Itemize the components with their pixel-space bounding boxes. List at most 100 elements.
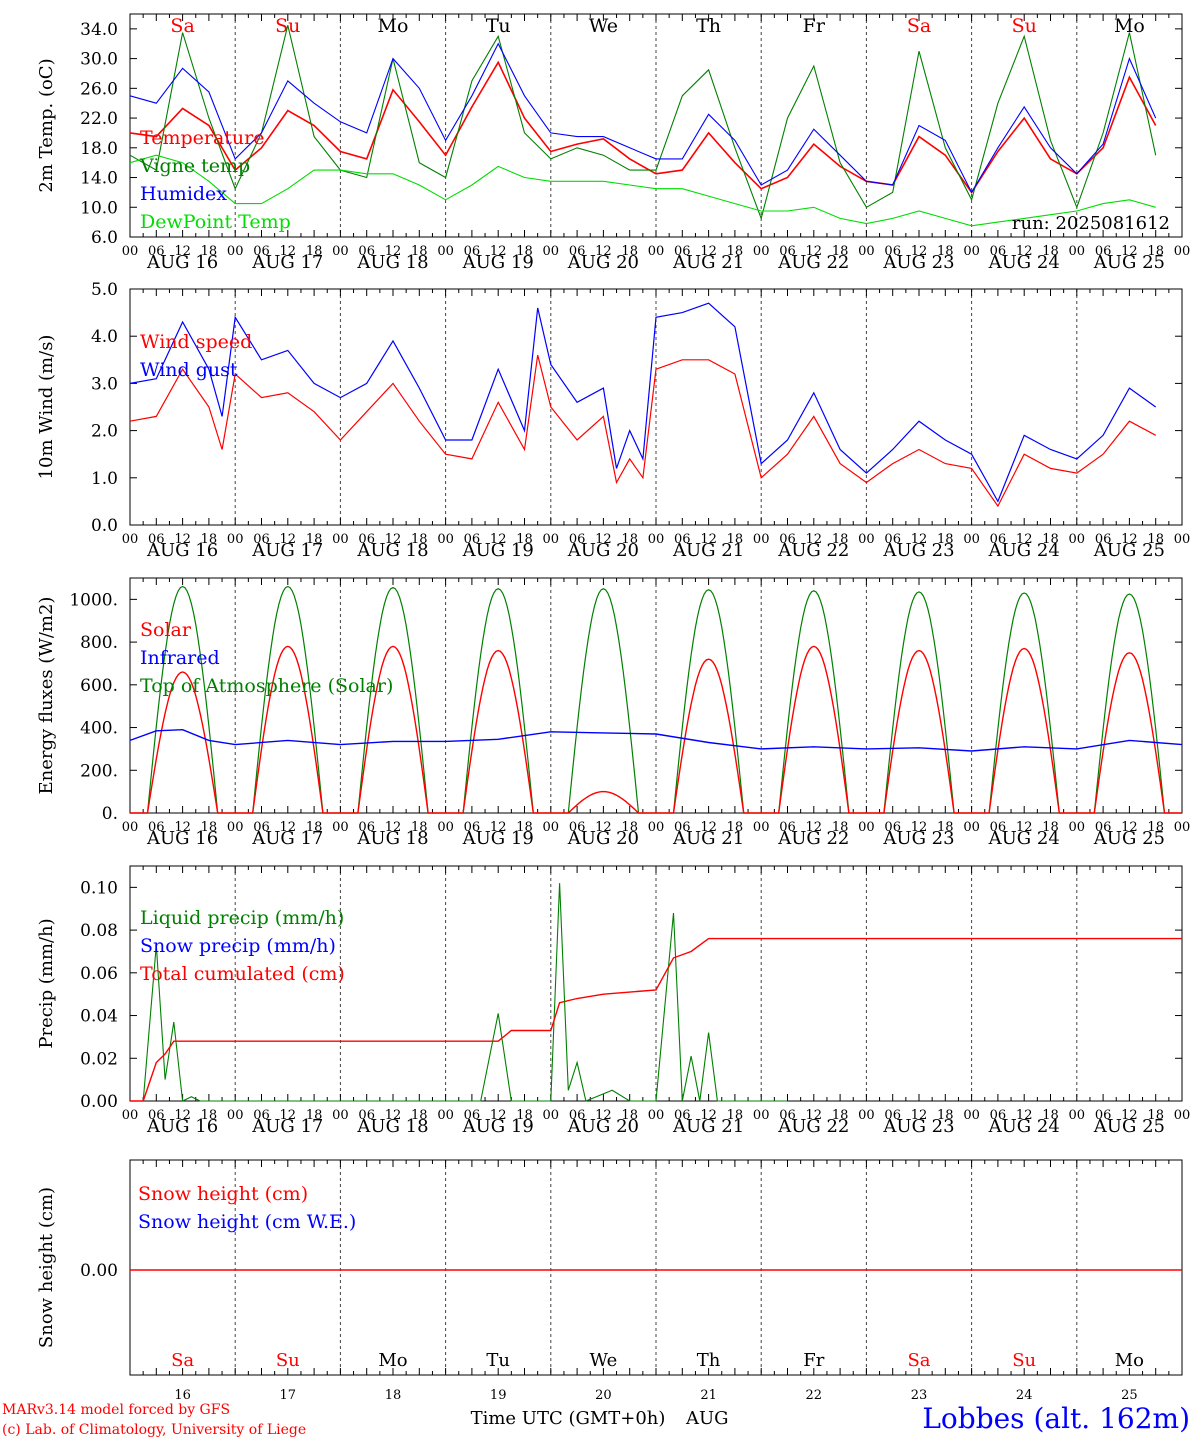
hour-label: 06 [464,1108,481,1123]
day-abbr: Su [1012,1350,1036,1371]
hour-label: 18 [201,244,218,259]
hour-label: 12 [806,1108,823,1123]
y-tick-label: 400. [80,719,118,739]
hour-label: 06 [148,244,165,259]
hour-label: 00 [437,820,454,835]
hour-label: 12 [385,244,402,259]
hour-label: 18 [1147,1108,1164,1123]
y-axis-label: 10m Wind (m/s) [36,335,57,480]
hour-label: 06 [464,532,481,547]
y-tick-label: 0.0 [91,516,118,536]
hour-label: 12 [595,1108,612,1123]
hour-label: 12 [700,1108,717,1123]
date-label: AUG 23 [882,1116,954,1137]
hour-label: 00 [227,532,244,547]
hour-label: 12 [1121,820,1138,835]
hour-label: 18 [411,1108,428,1123]
y-tick-label: 0.10 [80,878,118,898]
hour-label: 06 [674,820,691,835]
hour-label: 00 [1174,820,1191,835]
hour-label: 06 [569,532,586,547]
date-label: AUG 19 [462,540,534,561]
hour-label: 12 [700,820,717,835]
date-label: AUG 18 [356,1116,428,1137]
temp-series-line [129,154,1156,227]
hour-label: 06 [148,1108,165,1123]
day-abbr: Fr [803,1350,824,1371]
hour-label: 18 [306,820,323,835]
lab-credit: (c) Lab. of Climatology, University of L… [2,1422,306,1438]
hour-label: 18 [937,1108,954,1123]
y-axis-label: Precip (mm/h) [36,918,57,1048]
legend-entry: Top of Atmosphere (Solar) [140,675,393,697]
hour-label: 12 [385,1108,402,1123]
hour-label: 18 [832,532,849,547]
hour-label: 18 [727,244,744,259]
hour-label: 06 [569,820,586,835]
panel-3: 00 06 12 18 00 06 12 18 00 06 12 18 00 06 12 18 00 06 12 18… [36,577,1191,849]
hour-label: 12 [806,532,823,547]
y-tick-label: 5.0 [91,280,118,300]
hour-label: 18 [516,532,533,547]
hour-label: 00 [963,532,980,547]
date-label: AUG 16 [146,828,218,849]
y-tick-label: 14.0 [80,169,118,189]
hour-label: 00 [1174,1108,1191,1123]
y-tick-label: 4.0 [91,327,118,347]
date-label: AUG 17 [251,828,323,849]
hour-label: 12 [490,1108,507,1123]
panel-frame [129,13,1183,238]
y-axis-label: Energy fluxes (W/m2) [36,597,57,795]
hour-label: 00 [122,244,139,259]
day-number: 18 [385,1388,402,1403]
hour-label: 06 [1095,820,1112,835]
hour-label: 18 [1042,1108,1059,1123]
y-tick-label: 1.0 [91,469,118,489]
hour-label: 18 [306,244,323,259]
date-label: AUG 23 [882,252,954,273]
y-tick-label: 0.00 [80,1092,118,1112]
hour-label: 18 [727,820,744,835]
day-abbr: Mo [1114,15,1145,37]
date-label: AUG 25 [1093,252,1165,273]
hour-label: 06 [990,244,1007,259]
hour-label: 00 [1069,532,1086,547]
legend-entry: Snow precip (mm/h) [140,935,336,957]
y-tick-label: 1000. [69,590,118,610]
hour-label: 12 [280,244,297,259]
hour-label: 06 [358,820,375,835]
hour-label: 06 [569,1108,586,1123]
y-tick-label: 0. [102,804,118,824]
run-label: run: 2025081612 [1012,213,1170,234]
date-label: AUG 20 [567,252,639,273]
hour-label: 18 [937,820,954,835]
legend-entry: DewPoint Temp [140,211,291,233]
hour-label: 00 [963,1108,980,1123]
hour-label: 00 [332,244,349,259]
solar-line [130,645,1182,814]
hour-label: 18 [516,1108,533,1123]
date-label: AUG 25 [1093,540,1165,561]
hour-label: 00 [543,1108,560,1123]
hour-label: 00 [543,820,560,835]
hour-label: 12 [700,532,717,547]
hour-label: 00 [122,820,139,835]
day-number: 21 [700,1388,717,1403]
y-axis-label: 2m Temp. (oC) [36,58,57,192]
hour-label: 18 [1042,532,1059,547]
hour-label: 00 [753,820,770,835]
hour-label: 18 [727,1108,744,1123]
y-tick-label: 600. [80,676,118,696]
hour-label: 12 [385,820,402,835]
hour-label: 18 [306,532,323,547]
hour-label: 00 [543,532,560,547]
y-tick-label: 0.04 [80,1007,118,1027]
wind-series-line [129,302,1157,503]
hour-label: 06 [358,244,375,259]
hour-label: 06 [674,244,691,259]
hour-label: 18 [201,820,218,835]
hour-label: 18 [516,244,533,259]
hour-label: 06 [884,820,901,835]
hour-label: 00 [1174,532,1191,547]
